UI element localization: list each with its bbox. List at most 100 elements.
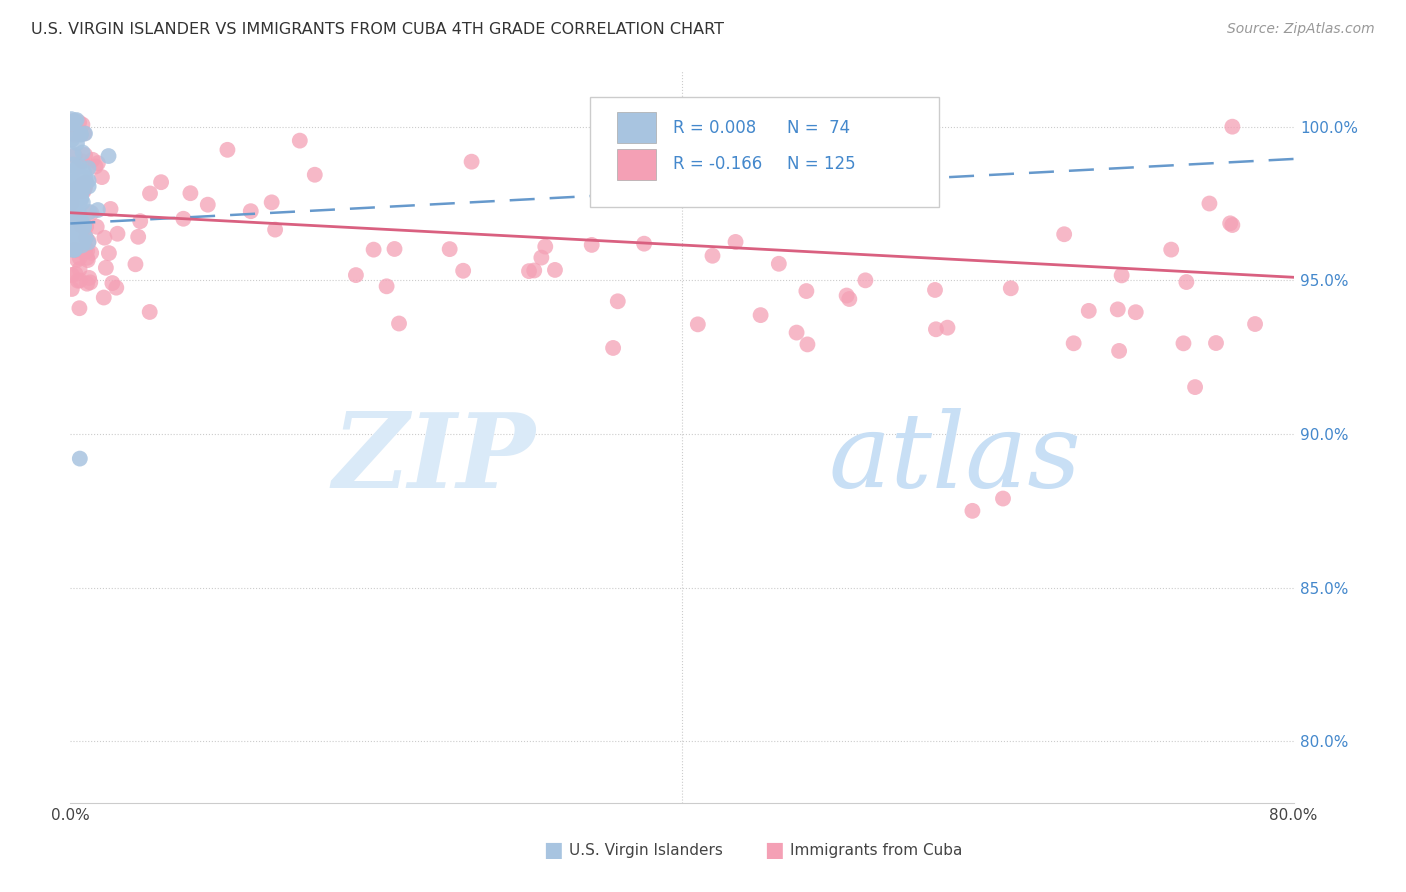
Point — [65, 186, 87, 201]
Point — [86, 219, 108, 234]
Point — [105, 280, 128, 294]
Point — [63, 149, 86, 163]
Point — [749, 308, 772, 322]
Point — [73, 182, 96, 196]
Point — [77, 179, 100, 194]
Point — [838, 292, 860, 306]
Point — [606, 294, 628, 309]
Point — [76, 244, 98, 258]
Point — [991, 491, 1014, 506]
Point — [139, 186, 162, 201]
Point — [544, 263, 567, 277]
Point — [66, 222, 89, 236]
Point — [768, 257, 790, 271]
Point — [835, 288, 858, 302]
Point — [1173, 336, 1195, 351]
Point — [87, 202, 110, 217]
Text: Source: ZipAtlas.com: Source: ZipAtlas.com — [1227, 22, 1375, 37]
Point — [127, 229, 149, 244]
Point — [288, 134, 311, 148]
Text: N =  74: N = 74 — [787, 119, 851, 136]
Point — [796, 284, 818, 298]
Point — [69, 227, 91, 242]
Point — [1175, 275, 1198, 289]
Point — [90, 170, 112, 185]
Point — [75, 230, 97, 244]
Point — [375, 279, 398, 293]
Point — [66, 136, 89, 151]
Point — [100, 202, 122, 216]
Point — [197, 197, 219, 211]
Point — [1219, 216, 1241, 230]
Point — [65, 113, 87, 128]
Point — [363, 243, 385, 257]
Point — [62, 238, 84, 252]
Point — [67, 213, 90, 227]
Point — [384, 242, 406, 256]
Point — [70, 178, 93, 192]
Text: U.S. Virgin Islanders: U.S. Virgin Islanders — [569, 843, 723, 858]
Point — [796, 337, 818, 351]
Point — [63, 175, 86, 189]
Point — [60, 243, 83, 257]
Point — [60, 219, 83, 233]
Point — [124, 257, 146, 271]
Point — [80, 206, 103, 220]
Text: R = 0.008: R = 0.008 — [673, 119, 756, 136]
Point — [69, 183, 91, 197]
FancyBboxPatch shape — [617, 112, 657, 143]
Point — [523, 263, 546, 277]
Point — [67, 158, 90, 172]
Point — [260, 195, 283, 210]
Point — [76, 251, 98, 265]
Point — [304, 168, 326, 182]
Point — [70, 238, 93, 252]
Point — [101, 276, 124, 290]
Point — [60, 268, 83, 282]
Point — [1000, 281, 1022, 295]
Point — [1184, 380, 1206, 394]
Point — [60, 282, 83, 296]
Point — [62, 157, 84, 171]
Point — [60, 115, 83, 129]
Point — [73, 244, 96, 258]
Point — [63, 222, 86, 236]
Point — [67, 301, 90, 316]
Point — [60, 196, 83, 211]
Point — [60, 171, 83, 186]
Point — [77, 161, 100, 176]
Point — [65, 188, 87, 202]
Point — [65, 191, 87, 205]
Point — [217, 143, 239, 157]
Point — [73, 181, 96, 195]
Point — [60, 112, 83, 127]
Point — [65, 267, 87, 281]
Point — [138, 305, 160, 319]
Point — [67, 181, 90, 195]
Point — [724, 235, 747, 249]
Text: R = -0.166: R = -0.166 — [673, 155, 762, 173]
Point — [63, 113, 86, 128]
Point — [75, 230, 97, 244]
Point — [451, 264, 474, 278]
Point — [62, 114, 84, 128]
Point — [70, 193, 93, 207]
Point — [76, 277, 98, 291]
Point — [1205, 336, 1227, 351]
Point — [67, 207, 90, 221]
Point — [77, 173, 100, 187]
Point — [77, 235, 100, 249]
Text: N = 125: N = 125 — [787, 155, 856, 173]
Point — [93, 291, 115, 305]
Point — [69, 128, 91, 142]
Point — [73, 127, 96, 141]
Point — [72, 195, 94, 210]
Point — [460, 154, 482, 169]
Text: Immigrants from Cuba: Immigrants from Cuba — [790, 843, 962, 858]
Point — [517, 264, 540, 278]
Point — [344, 268, 367, 282]
Point — [60, 234, 83, 248]
Point — [534, 239, 557, 253]
Point — [633, 236, 655, 251]
Text: atlas: atlas — [828, 409, 1081, 509]
